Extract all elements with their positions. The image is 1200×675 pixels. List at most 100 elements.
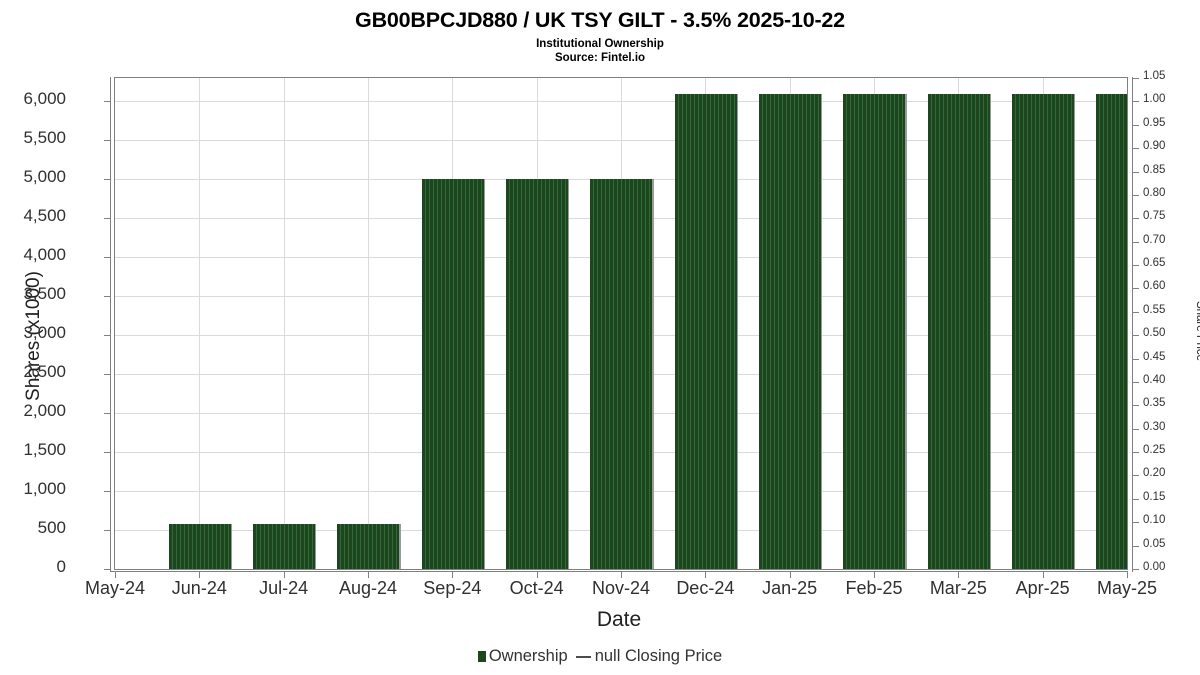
y-tick-label-left: 2,000 (23, 401, 66, 421)
x-axis-title: Date (596, 608, 642, 631)
y-tick-mark-right (1133, 125, 1139, 126)
x-tick-mark (790, 572, 791, 578)
x-tick-label: Jun-24 (171, 578, 227, 598)
y-tick-mark-right (1133, 242, 1139, 243)
x-tick-mark (199, 572, 200, 578)
y-tick-mark-right (1133, 569, 1139, 570)
y-tick-label-left: 1,000 (23, 479, 66, 499)
x-tick-mark (705, 572, 706, 578)
y-tick-mark-left (104, 296, 110, 297)
y-tick-mark-right (1133, 335, 1139, 336)
page-title: GB00BPCJD880 / UK TSY GILT - 3.5% 2025-1… (355, 8, 845, 32)
y-tick-mark-left (104, 140, 110, 141)
legend-item-ownership[interactable]: Ownership (477, 647, 568, 666)
x-tick-mark (874, 572, 875, 578)
bar-Dec-24[interactable] (675, 94, 737, 569)
legend-square-icon (477, 651, 486, 662)
y-tick-label-left: 5,500 (23, 128, 66, 148)
y-tick-mark-left (104, 452, 110, 453)
y-tick-mark-left (104, 569, 110, 570)
bar-Apr-25[interactable] (1012, 94, 1074, 569)
y-tick-label-left: 6,000 (23, 89, 66, 109)
y-tick-label-left: 500 (37, 518, 66, 538)
chart-source: Source: Fintel.io (554, 52, 646, 64)
bar-Feb-25[interactable] (843, 94, 905, 569)
y-tick-label-left: 0 (56, 557, 66, 576)
bar-May-25[interactable] (1096, 94, 1127, 569)
y-axis-right-title: Share Price (1194, 300, 1200, 362)
y-tick-label-right: 0.25 (1143, 444, 1166, 457)
gridline-vertical (368, 78, 369, 569)
bar-shadow (650, 179, 654, 569)
y-tick-mark-right (1133, 148, 1139, 149)
y-tick-label-left: 3,500 (23, 284, 66, 304)
x-tick-mark (1043, 572, 1044, 578)
x-tick-label: Oct-24 (509, 578, 564, 598)
bar-shadow (903, 94, 907, 569)
y-tick-label-right: 0.40 (1143, 373, 1166, 386)
y-tick-label-right: 1.05 (1143, 70, 1166, 82)
y-tick-mark-right (1133, 172, 1139, 173)
y-tick-label-left: 1,500 (23, 440, 66, 460)
chart-title-block: GB00BPCJD880 / UK TSY GILT - 3.5% 2025-1… (0, 0, 1200, 64)
y-tick-label-left: 3,000 (23, 323, 66, 343)
plot-area (114, 77, 1128, 570)
y-tick-mark-right (1133, 405, 1139, 406)
y-tick-label-right: 0.75 (1143, 210, 1166, 223)
bar-Oct-24[interactable] (506, 179, 568, 569)
bar-Jan-25[interactable] (759, 94, 821, 569)
y-tick-label-right: 1.00 (1143, 93, 1166, 106)
x-tick-label: Feb-25 (845, 578, 903, 598)
x-tick-label: Aug-24 (338, 578, 398, 598)
y-tick-mark-right (1133, 359, 1139, 360)
y-tick-label-right: 0.90 (1143, 140, 1166, 153)
y-tick-mark-left (104, 374, 110, 375)
y-tick-mark-right (1133, 101, 1139, 102)
bar-Aug-24[interactable] (337, 524, 399, 569)
legend-label-ownership: Ownership (488, 647, 568, 665)
bar-Mar-25[interactable] (928, 94, 990, 569)
y-tick-mark-right (1133, 475, 1139, 476)
bar-Jun-24[interactable] (169, 524, 231, 569)
y-tick-label-right: 0.35 (1143, 397, 1166, 410)
x-tick-mark (452, 572, 453, 578)
y-tick-label-right: 0.45 (1143, 350, 1166, 363)
y-tick-mark-left (104, 257, 110, 258)
bar-shadow (397, 524, 401, 569)
y-tick-mark-right (1133, 522, 1139, 523)
y-tick-label-right: 0.65 (1143, 257, 1166, 270)
legend-line-icon (575, 655, 591, 658)
x-tick-mark (537, 572, 538, 578)
y-tick-mark-left (104, 218, 110, 219)
bar-Sep-24[interactable] (422, 179, 484, 569)
x-tick-label: Sep-24 (423, 578, 482, 598)
x-tick-mark (284, 572, 285, 578)
y-tick-label-right: 0.30 (1143, 420, 1166, 433)
y-tick-label-right: 0.80 (1143, 186, 1166, 199)
x-tick-label: Nov-24 (591, 578, 651, 598)
y-tick-label-right: 0.50 (1143, 327, 1166, 340)
y-tick-label-left: 4,500 (23, 206, 66, 226)
plot-outer-axis (110, 77, 1128, 572)
y-tick-mark-left (104, 335, 110, 336)
x-tick-label: Apr-25 (1015, 578, 1070, 598)
x-tick-mark (958, 572, 959, 578)
right-outer-axis (1132, 77, 1133, 572)
y-tick-label-right: 0.60 (1143, 280, 1166, 293)
chart-legend: Ownership null Closing Price (0, 647, 1200, 666)
y-tick-label-right: 0.15 (1143, 490, 1166, 503)
x-tick-label: Jul-24 (259, 578, 309, 598)
bar-Jul-24[interactable] (253, 524, 315, 569)
legend-label-closing-price: null Closing Price (594, 647, 723, 665)
y-tick-mark-right (1133, 78, 1139, 79)
y-tick-mark-right (1133, 265, 1139, 266)
y-tick-label-left: 4,000 (23, 245, 66, 265)
y-tick-mark-right (1133, 312, 1139, 313)
y-tick-mark-right (1133, 288, 1139, 289)
bar-Nov-24[interactable] (590, 179, 652, 569)
x-tick-mark (115, 572, 116, 578)
y-tick-mark-left (104, 530, 110, 531)
legend-item-closing-price[interactable]: null Closing Price (568, 647, 722, 666)
x-tick-label: Jan-25 (762, 578, 818, 598)
y-tick-mark-right (1133, 452, 1139, 453)
